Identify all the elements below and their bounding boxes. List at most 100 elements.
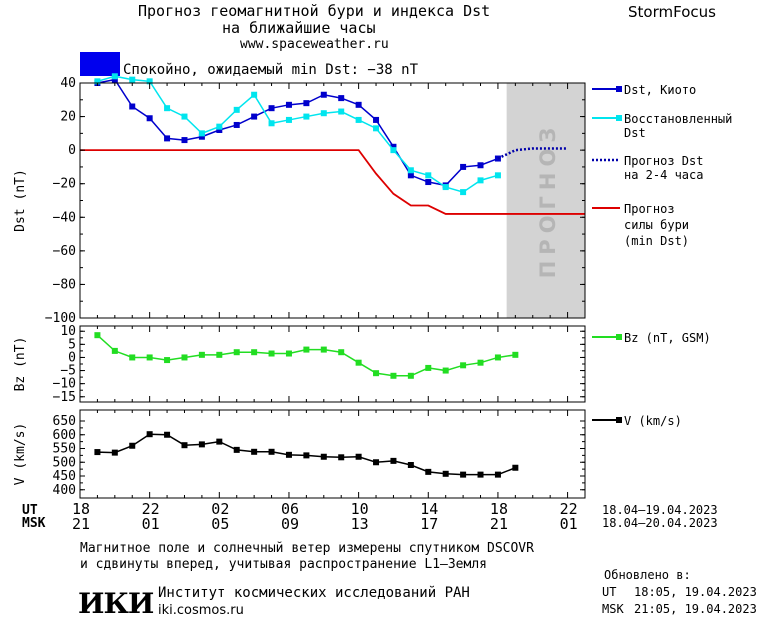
- data-point-dst-1: [494, 172, 501, 179]
- legend-restored-marker: [616, 115, 622, 121]
- data-point-bz-0: [146, 354, 153, 361]
- site-url[interactable]: www.spaceweather.ru: [240, 37, 389, 52]
- data-point-v-0: [251, 448, 258, 455]
- data-point-v-0: [233, 446, 240, 453]
- data-point-bz-0: [355, 359, 362, 366]
- legend-bz-marker: [616, 334, 622, 340]
- data-point-bz-0: [164, 357, 171, 364]
- chart-title-line2: на ближайшие часы: [222, 19, 376, 37]
- msk-tick-label: 05: [211, 515, 230, 533]
- data-point-bz-0: [251, 349, 258, 356]
- data-point-v-0: [268, 448, 275, 455]
- msk-tick-label: 21: [72, 515, 91, 533]
- measurement-note-line1: Магнитное поле и солнечный ветер измерен…: [80, 541, 534, 556]
- updated-ut-value: 18:05, 19.04.2023: [634, 585, 757, 599]
- data-point-bz-0: [477, 359, 484, 366]
- data-point-bz-0: [494, 354, 501, 361]
- legend-v-marker: [616, 417, 622, 423]
- data-point-v-0: [146, 431, 153, 438]
- legend-swatches: [592, 86, 622, 423]
- data-point-bz-0: [407, 372, 414, 379]
- ut-tick-label: 22: [559, 500, 578, 518]
- series-line-bz-0: [96, 334, 516, 377]
- data-point-v-0: [373, 459, 380, 466]
- measurement-note-line2: и сдвинуты вперед, учитывая распростране…: [80, 557, 487, 572]
- ytick-label-dst: 40: [60, 76, 76, 91]
- legend-forecast-label-2: на 2-4 часа: [624, 168, 704, 182]
- ut-tick-label: 18: [489, 500, 508, 518]
- ytick-label-dst: −60: [53, 244, 76, 259]
- institute-url[interactable]: iki.cosmos.ru: [158, 603, 244, 618]
- data-point-v-0: [129, 442, 136, 449]
- data-point-dst-1: [442, 184, 449, 191]
- ytick-label-bz: 5: [68, 337, 76, 352]
- data-point-dst-1: [164, 105, 171, 112]
- data-point-v-0: [94, 449, 101, 456]
- data-point-v-0: [181, 442, 188, 449]
- data-point-dst-0: [425, 179, 432, 186]
- ytick-label-bz: 0: [68, 350, 76, 365]
- data-point-bz-0: [181, 354, 188, 361]
- ytick-label-dst: 20: [60, 110, 76, 125]
- brand-name: StormFocus: [628, 3, 716, 21]
- msk-tick-label: 17: [420, 515, 439, 533]
- data-point-v-0: [425, 468, 432, 475]
- ut-tick-label: 18: [72, 500, 91, 518]
- data-point-v-0: [390, 457, 397, 464]
- data-point-dst-0: [303, 100, 310, 107]
- data-point-dst-0: [146, 115, 153, 122]
- updated-msk-label: MSK: [602, 602, 624, 616]
- ut-tick-label: 22: [141, 500, 160, 518]
- data-point-v-0: [494, 471, 501, 478]
- data-point-dst-0: [338, 95, 345, 102]
- status-swatch: [80, 52, 120, 76]
- forecast-band: [506, 83, 585, 318]
- data-point-dst-1: [320, 110, 327, 117]
- ylabel-bz: Bz (nT): [13, 337, 28, 392]
- data-point-dst-1: [94, 78, 101, 85]
- series-line-dst-3: [80, 149, 585, 215]
- ut-tick-label: 02: [211, 500, 230, 518]
- data-point-dst-1: [251, 91, 258, 98]
- data-point-dst-1: [407, 167, 414, 174]
- ytick-label-v: 500: [53, 455, 76, 470]
- data-point-bz-0: [442, 367, 449, 374]
- data-point-bz-0: [285, 350, 292, 357]
- data-point-dst-0: [460, 163, 467, 170]
- data-point-bz-0: [94, 332, 101, 339]
- data-point-dst-1: [268, 120, 275, 127]
- data-point-bz-0: [460, 362, 467, 369]
- data-point-bz-0: [320, 346, 327, 353]
- legend-v-label: V (km/s): [624, 414, 682, 428]
- msk-tick-label: 21: [489, 515, 508, 533]
- data-point-dst-0: [390, 143, 397, 150]
- data-point-bz-0: [512, 351, 519, 358]
- data-point-dst-0: [111, 76, 118, 83]
- legend-storm-label-3: (min Dst): [624, 234, 690, 248]
- msk-axis-label: MSK: [22, 516, 46, 531]
- data-point-dst-1: [373, 125, 380, 132]
- updated-label: Обновлено в:: [604, 568, 691, 582]
- data-point-dst-1: [198, 130, 205, 137]
- msk-tick-label: 01: [559, 515, 578, 533]
- data-point-dst-0: [373, 116, 380, 123]
- data-point-v-0: [477, 471, 484, 478]
- data-point-v-0: [198, 441, 205, 448]
- data-point-dst-0: [355, 101, 362, 108]
- ylabel-dst: Dst (nT): [13, 169, 28, 232]
- data-point-v-0: [460, 471, 467, 478]
- institute-name: Институт космических исследований РАН: [158, 585, 470, 601]
- ytick-label-bz: −10: [53, 377, 76, 392]
- data-point-dst-1: [460, 189, 467, 196]
- msk-tick-label: 09: [280, 515, 300, 533]
- ytick-label-v: 400: [53, 483, 76, 498]
- ytick-label-bz: 10: [60, 324, 76, 339]
- msk-tick-label: 13: [350, 515, 369, 533]
- ut-tick-label: 06: [280, 500, 300, 518]
- data-point-dst-1: [338, 108, 345, 115]
- forecast-band-rect: [506, 83, 585, 318]
- ytick-label-dst: −80: [53, 277, 76, 292]
- forecast-band-label: ПРОГНОЗ: [536, 121, 560, 279]
- series-line-dst-1: [97, 75, 499, 193]
